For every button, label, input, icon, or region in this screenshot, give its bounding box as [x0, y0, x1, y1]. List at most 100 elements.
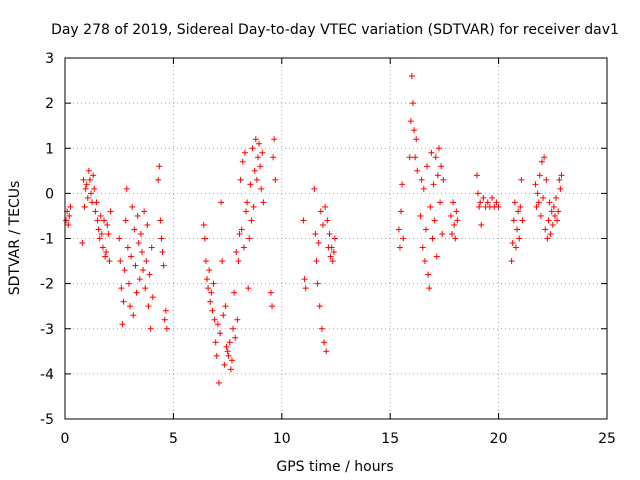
data-point — [450, 199, 457, 206]
data-point — [550, 203, 557, 210]
data-point — [518, 176, 525, 183]
data-point — [514, 226, 521, 233]
data-point — [312, 230, 319, 237]
data-point — [324, 217, 331, 224]
data-point — [241, 149, 248, 156]
data-point — [232, 334, 239, 341]
data-point — [544, 235, 551, 242]
data-point — [476, 203, 483, 210]
y-axis-label: SDTVAR / TECUs — [7, 181, 23, 296]
data-point — [94, 217, 101, 224]
data-point — [399, 181, 406, 188]
data-point — [300, 217, 307, 224]
y-tick-label: -1 — [40, 232, 54, 248]
data-point — [540, 194, 547, 201]
data-point — [125, 280, 132, 287]
data-point — [161, 316, 168, 323]
data-point — [495, 203, 502, 210]
data-point — [92, 208, 99, 215]
data-point — [395, 226, 402, 233]
data-point — [79, 240, 86, 247]
data-point — [224, 348, 231, 355]
data-point — [257, 163, 264, 170]
data-point — [512, 244, 519, 251]
y-tick-label: -5 — [40, 412, 54, 428]
data-point — [138, 249, 145, 256]
data-point — [432, 154, 439, 161]
data-point — [322, 203, 329, 210]
data-point — [407, 118, 414, 125]
data-point — [227, 366, 234, 373]
data-point — [84, 194, 91, 201]
data-point — [448, 230, 455, 237]
data-point — [206, 267, 213, 274]
data-point — [396, 244, 403, 251]
data-point — [223, 343, 230, 350]
data-point — [421, 258, 428, 265]
data-point — [418, 176, 425, 183]
data-point — [135, 240, 142, 247]
y-tick-label: 1 — [45, 141, 54, 157]
data-point — [202, 258, 209, 265]
data-point — [200, 221, 207, 228]
data-point — [538, 158, 545, 165]
data-point — [411, 127, 418, 134]
data-point — [316, 303, 323, 310]
data-point — [82, 185, 89, 192]
data-point — [258, 185, 265, 192]
data-point — [234, 316, 241, 323]
data-point — [533, 203, 540, 210]
data-point — [245, 285, 252, 292]
data-point — [162, 307, 169, 314]
data-point — [91, 185, 98, 192]
data-point — [546, 199, 553, 206]
data-point — [63, 217, 70, 224]
data-point — [556, 176, 563, 183]
data-point — [248, 217, 255, 224]
data-point — [144, 221, 151, 228]
data-point — [319, 221, 326, 228]
data-point — [119, 321, 126, 328]
data-point — [217, 330, 224, 337]
data-point — [259, 149, 266, 156]
data-point — [400, 235, 407, 242]
data-point — [549, 221, 556, 228]
data-point — [90, 172, 97, 179]
x-tick-label: 25 — [598, 431, 616, 447]
data-point — [163, 325, 170, 332]
data-point — [141, 208, 148, 215]
x-axis: 0 5 10 15 20 25 — [61, 58, 616, 447]
data-point — [477, 199, 484, 206]
data-point — [157, 217, 164, 224]
data-point — [201, 235, 208, 242]
data-point — [132, 262, 139, 269]
data-point — [427, 203, 434, 210]
data-point — [330, 249, 337, 256]
data-point — [302, 285, 309, 292]
y-tick-label: -2 — [40, 277, 54, 293]
data-point — [315, 240, 322, 247]
data-point — [542, 226, 549, 233]
data-point — [85, 167, 92, 174]
data-point — [551, 212, 558, 219]
data-point — [211, 316, 218, 323]
data-point — [133, 289, 140, 296]
data-point — [428, 149, 435, 156]
data-point — [301, 276, 308, 283]
data-point — [440, 176, 447, 183]
data-point — [541, 154, 548, 161]
data-point — [122, 217, 129, 224]
data-point — [251, 167, 258, 174]
x-tick-label: 20 — [490, 431, 508, 447]
data-point — [93, 199, 100, 206]
data-point — [409, 100, 416, 107]
data-point — [156, 163, 163, 170]
data-point — [254, 154, 261, 161]
data-point — [447, 212, 454, 219]
data-point — [424, 163, 431, 170]
data-point — [207, 298, 214, 305]
data-point — [149, 294, 156, 301]
data-point — [269, 303, 276, 310]
data-point — [129, 203, 136, 210]
chart-title: Day 278 of 2019, Sidereal Day-to-day VTE… — [51, 22, 619, 38]
